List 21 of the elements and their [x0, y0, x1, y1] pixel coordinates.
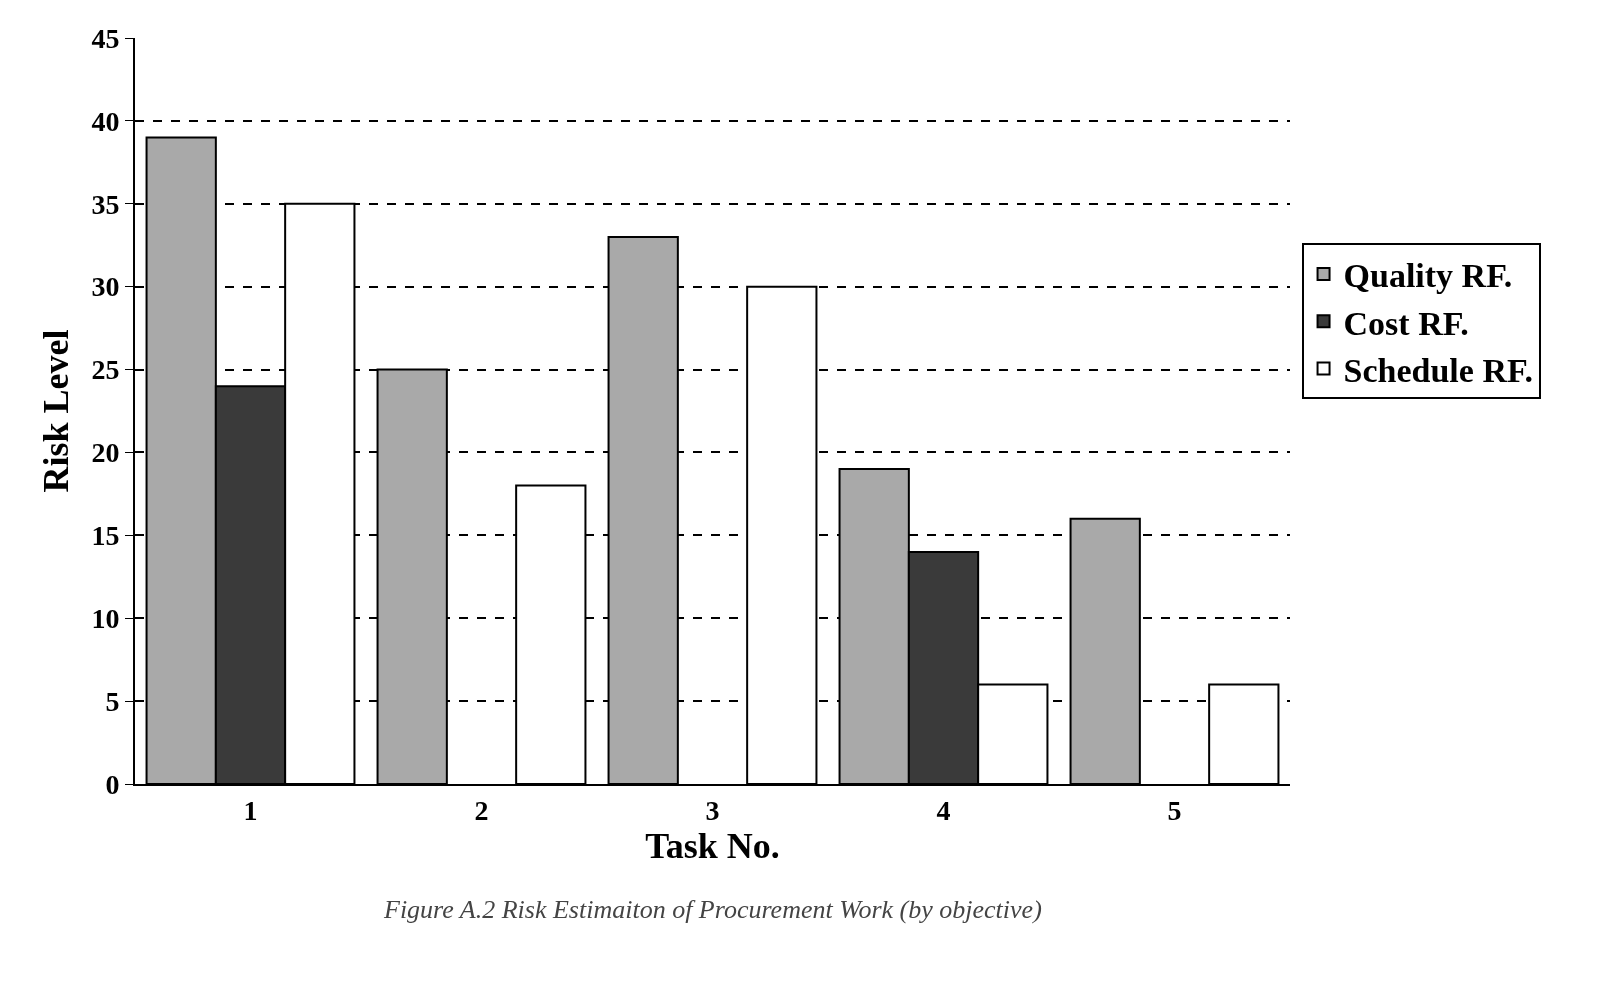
x-tick-label: 1	[243, 794, 258, 826]
y-tick-label: 35	[91, 188, 120, 220]
x-tick-label: 5	[1167, 794, 1182, 826]
x-axis-title: Task No.	[645, 825, 780, 866]
legend-label: Quality RF.	[1343, 257, 1513, 295]
y-tick-label: 0	[105, 768, 120, 800]
x-tick-label: 2	[474, 794, 489, 826]
x-tick-label: 3	[705, 794, 720, 826]
y-tick-label: 5	[105, 685, 120, 717]
y-tick-label: 30	[91, 271, 120, 303]
text: Figure A.2 Risk Estimaiton of Procurement Work (by objective)	[383, 895, 1042, 924]
y-tick-label: 20	[91, 437, 120, 469]
y-tick-label: 15	[91, 520, 120, 552]
y-tick-label: 40	[91, 105, 120, 137]
legend-label: Schedule RF.	[1343, 351, 1534, 389]
y-tick-label: 45	[91, 22, 120, 54]
y-tick-label: 25	[91, 354, 120, 386]
y-tick-label: 10	[91, 603, 120, 635]
y-axis-title: Risk Level	[35, 329, 76, 493]
legend-label: Cost RF.	[1343, 304, 1469, 342]
x-tick-label: 4	[936, 794, 951, 826]
